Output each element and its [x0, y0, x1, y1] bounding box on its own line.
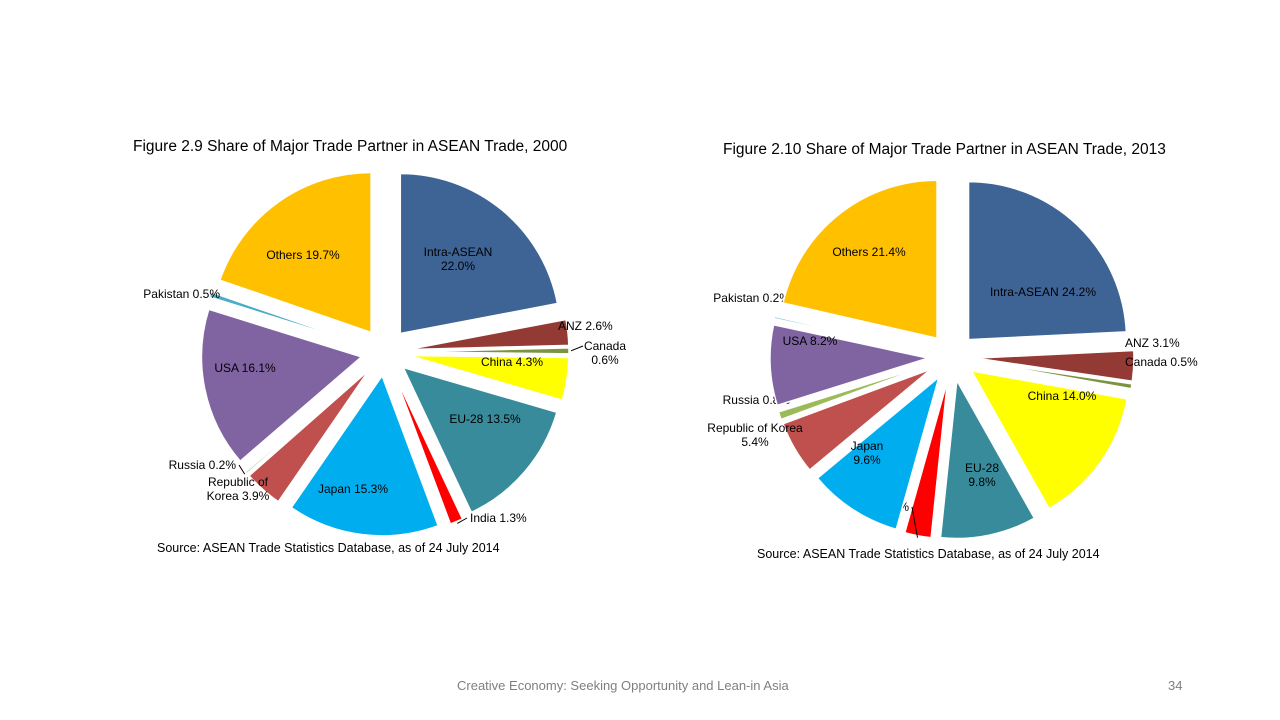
slice-label-anz: ANZ 3.1% [1125, 336, 1180, 350]
slice-label-republic-of-korea: Republic of Korea 3.9% [207, 475, 270, 503]
pie-slice-china [970, 369, 1128, 510]
slice-label-usa: USA 8.2% [783, 334, 838, 348]
pie-slice-japan [816, 375, 941, 531]
pie-slice-russia [244, 367, 368, 475]
pie-slice-eu-28 [401, 366, 558, 514]
slice-label-russia: Russia 0.8% [723, 393, 791, 407]
page-number: 34 [1168, 678, 1183, 693]
chart-source: Source: ASEAN Trade Statistics Database,… [757, 547, 1100, 561]
slice-label-russia: Russia 0.2% [169, 458, 237, 472]
slice-label-republic-of-korea: Republic of Korea 5.4% [707, 421, 803, 449]
pie-slice-anz [975, 349, 1135, 383]
pie-slice-intra-asean [967, 180, 1128, 341]
slice-label-intra-asean: Intra-ASEAN 22.0% [424, 245, 493, 273]
pie-chart-2013: Intra-ASEAN 24.2% ANZ 3.1% Canada 0.5% Chin… [707, 179, 1198, 540]
pie-slice-anz [408, 318, 570, 351]
pie-slice-republic-of-korea [247, 369, 370, 503]
chart-2000: Figure 2.9 Share of Major Trade Partner … [100, 120, 626, 570]
pie-slice-usa [769, 323, 931, 407]
slice-label-canada: Canada 0.5% [1125, 355, 1198, 369]
leader-line-india [911, 506, 918, 538]
leader-line-canada [570, 345, 584, 352]
pie-slice-usa [200, 308, 364, 463]
pie-slice-china [408, 354, 570, 402]
pie-slice-republic-of-korea [782, 368, 932, 472]
slice-label-japan: Japan 9.6% [851, 439, 884, 467]
chart-title: Figure 2.9 Share of Major Trade Partner … [133, 138, 568, 155]
slice-label-pakistan: Pakistan 0.5% [143, 287, 220, 301]
slice-label-usa: USA 16.1% [214, 361, 276, 375]
slice-label-china: China 4.3% [481, 355, 543, 369]
slice-label-pakistan: Pakistan 0.2% [713, 291, 790, 305]
slice-label-eu-28: EU-28 9.8% [965, 461, 999, 489]
slice-label-intra-asean: Intra-ASEAN 24.2% [990, 285, 1096, 299]
pie-slice-india [393, 373, 464, 525]
leader-line-india [457, 517, 468, 524]
slice-label-anz: ANZ 2.6% [558, 319, 613, 333]
pie-slice-japan [290, 374, 440, 537]
chart-2013: Figure 2.10 Share of Major Trade Partner… [690, 120, 1210, 570]
leader-line-russia [238, 464, 246, 475]
pie-slice-canada [408, 347, 570, 355]
pie-chart-2000: Intra-ASEAN 22.0% ANZ 2.6% Canada 0.6% China … [143, 171, 626, 537]
slice-label-canada: Canada 0.6% [584, 339, 626, 367]
slice-label-eu-28: EU-28 13.5% [449, 412, 521, 426]
slice-label-others: Others 19.7% [266, 248, 340, 262]
pie-slice-others [218, 171, 372, 334]
slice-label-japan: Japan 15.3% [318, 482, 388, 496]
slice-label-china: China 14.0% [1028, 389, 1097, 403]
pie-slice-canada [975, 360, 1133, 390]
chart-source: Source: ASEAN Trade Statistics Database,… [157, 541, 500, 555]
chart-title: Figure 2.10 Share of Major Trade Partner… [723, 141, 1166, 158]
pie-slice-india [903, 380, 949, 539]
pie-slice-russia [777, 364, 930, 421]
slice-label-india: India 1.3% [470, 511, 527, 525]
pie-slice-intra-asean [399, 172, 559, 335]
pie-slice-eu-28 [939, 378, 1036, 540]
pie-slice-pakistan [208, 291, 363, 346]
footer-text: Creative Economy: Seeking Opportunity an… [457, 678, 789, 693]
pie-slice-pakistan [773, 315, 929, 353]
pie-slice-others [782, 179, 938, 340]
slice-label-others: Others 21.4% [832, 245, 906, 259]
